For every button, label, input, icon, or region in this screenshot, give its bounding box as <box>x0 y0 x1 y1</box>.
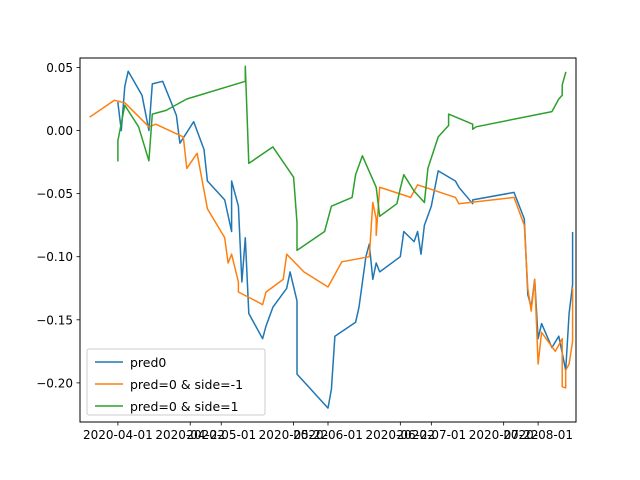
y-tick-label-1: 0.00 <box>46 124 73 138</box>
y-tick-label-3: −0.10 <box>36 250 73 264</box>
series-layer <box>89 65 574 409</box>
x-tick-label-1: 2020-04-22 <box>155 428 225 442</box>
y-tick-label-0: 0.05 <box>46 61 73 75</box>
x-tick-label-3: 2020-05-22 <box>259 428 329 442</box>
x-tick-label-4: 2020-06-01 <box>293 428 363 442</box>
x-tick-label-6: 2020-07-01 <box>396 428 466 442</box>
y-axis: 0.05 0.00 −0.05 −0.10 −0.15 −0.20 <box>36 61 80 390</box>
series-line-2 <box>117 65 567 252</box>
x-tick-label-7: 2020-07-22 <box>469 428 539 442</box>
legend: pred0 pred=0 & side=-1 pred=0 & side=1 <box>86 348 266 416</box>
y-tick-label-4: −0.15 <box>36 313 73 327</box>
legend-label-pred0: pred0 <box>130 355 166 370</box>
x-tick-label-0: 2020-04-01 <box>83 428 153 442</box>
series-line-1 <box>89 99 574 389</box>
x-tick-label-5: 2020-06-22 <box>365 428 435 442</box>
y-tick-label-5: −0.20 <box>36 376 73 390</box>
legend-label-side-1: pred=0 & side=1 <box>130 399 239 414</box>
y-tick-label-2: −0.05 <box>36 187 73 201</box>
x-tick-label-8: 2020-08-01 <box>503 428 573 442</box>
legend-label-side-minus-1: pred=0 & side=-1 <box>130 377 243 392</box>
x-tick-label-2: 2020-05-01 <box>186 428 256 442</box>
legend-frame <box>86 348 266 416</box>
